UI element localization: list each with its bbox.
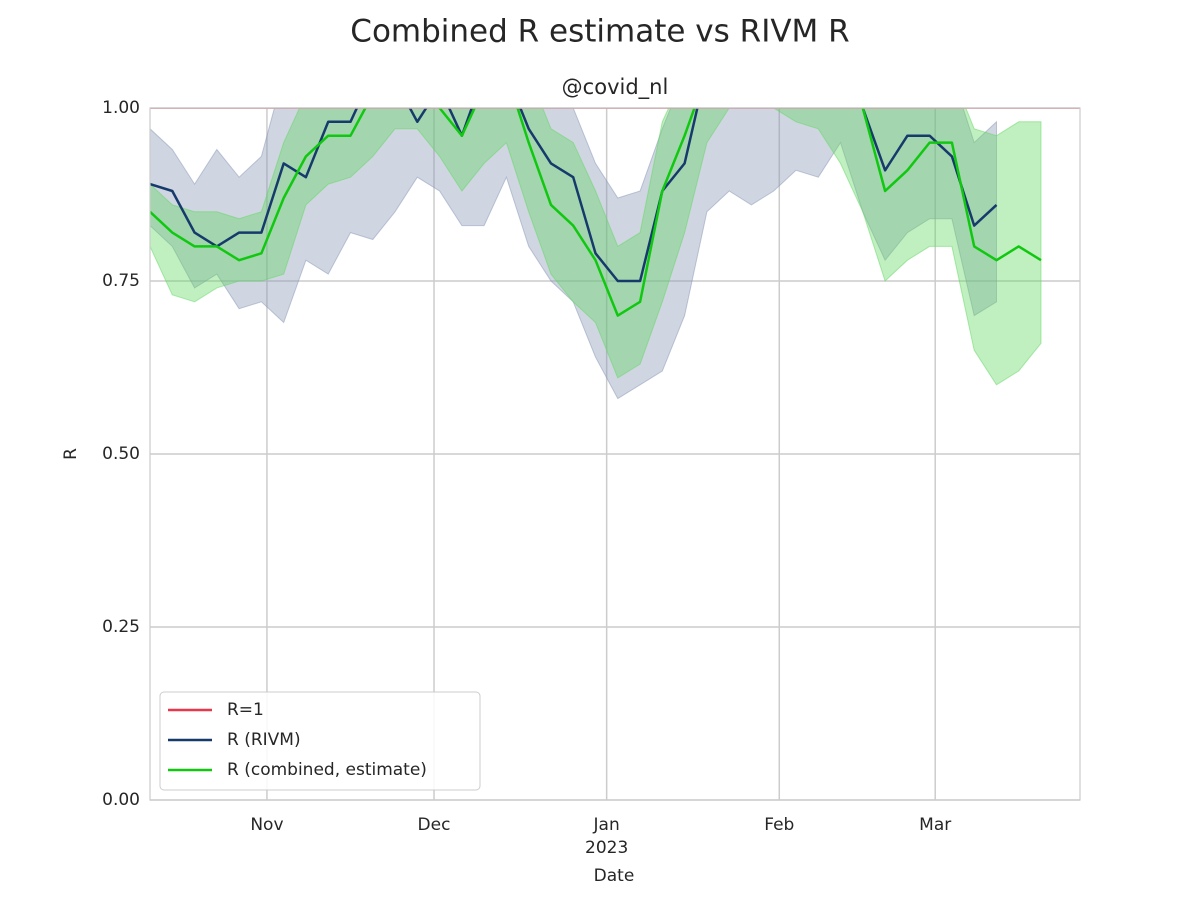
y-axis-label: R [61,448,81,460]
y-tick-label: 0.00 [102,790,140,810]
x-tick-label: Feb [764,815,794,835]
series-line [150,108,998,283]
x-tick-label: Nov [250,815,283,835]
confidence-band [150,108,997,400]
x-tick-label: Dec [418,815,451,835]
confidence-band [150,108,1042,386]
legend-box [159,691,481,791]
y-tick-label: 1.00 [102,98,140,118]
x-tick-label: Jan [593,815,620,835]
y-tick-label: 0.75 [102,271,140,291]
y-tick-label: 0.25 [102,617,140,637]
x-tick-label: Mar [919,815,951,835]
legend-label: R=1 [227,700,264,720]
chart-title: Combined R estimate vs RIVM R [350,14,849,50]
x-axis-label: Date [594,866,635,886]
plot-frame [149,107,1081,801]
series-line [150,108,1042,317]
legend-label: R (combined, estimate) [227,760,427,780]
y-tick-label: 0.50 [102,444,140,464]
chart-subtitle: @covid_nl [562,75,669,100]
legend-label: R (RIVM) [227,730,301,750]
x-year-label: 2023 [585,838,628,858]
